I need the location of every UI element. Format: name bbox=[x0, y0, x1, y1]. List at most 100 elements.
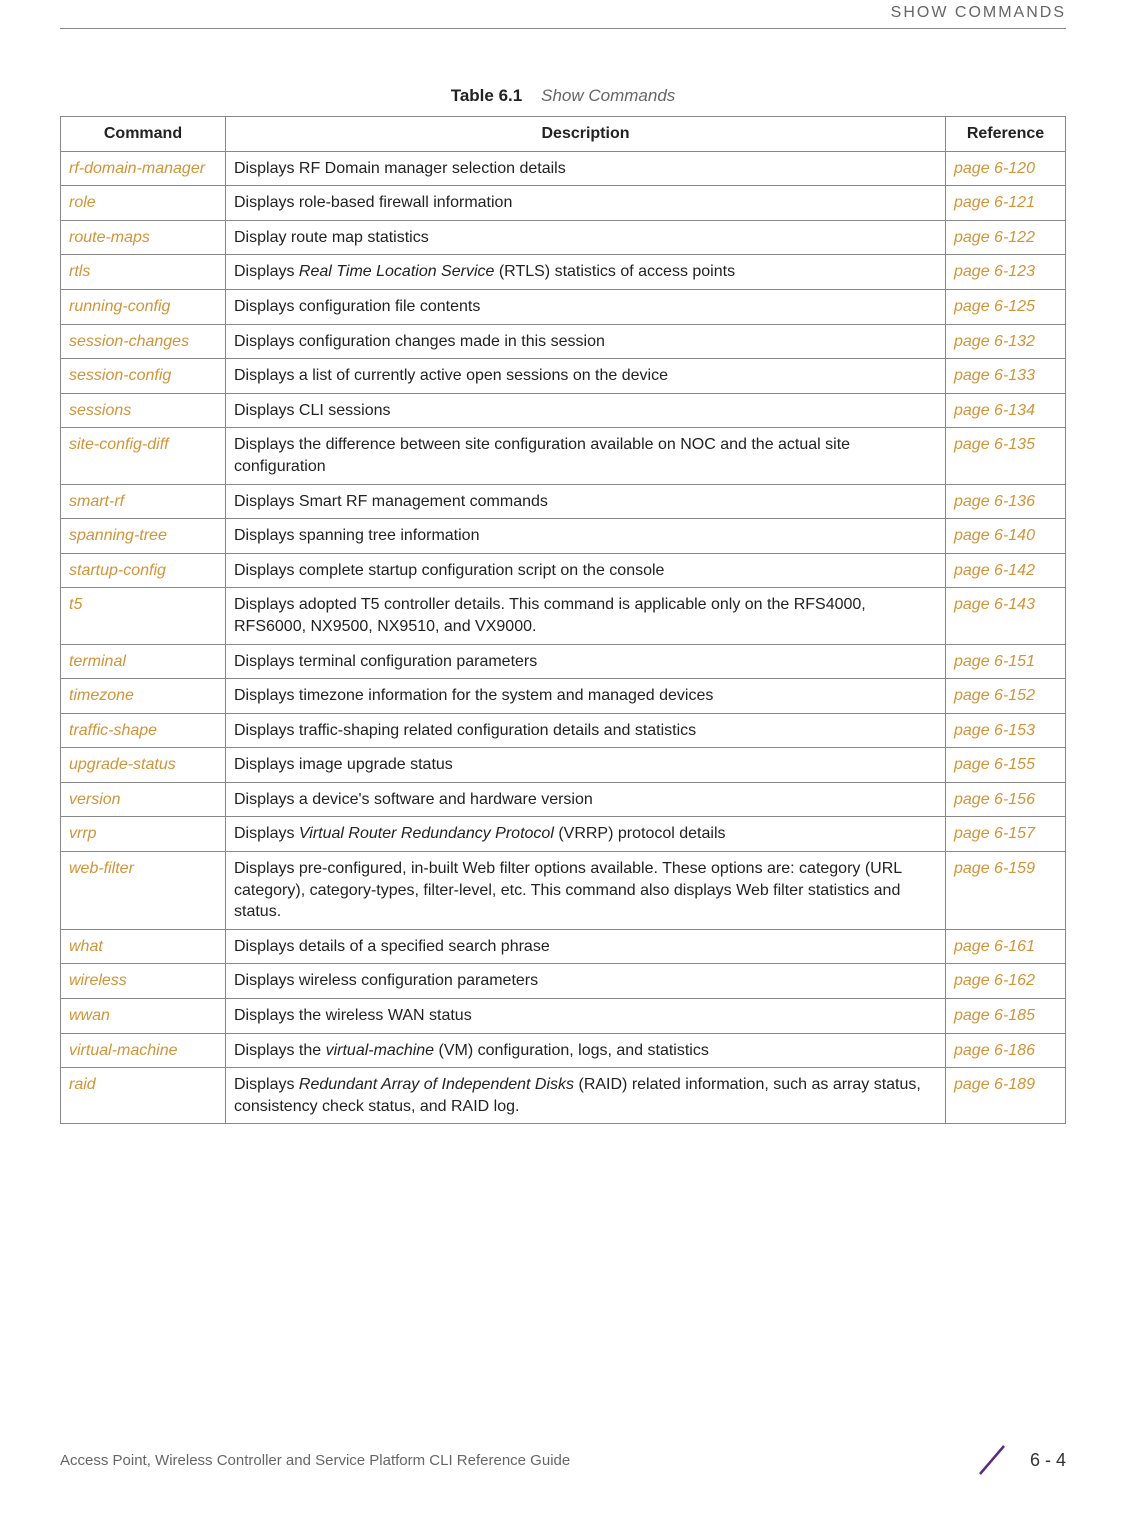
reference-cell[interactable]: page 6-162 bbox=[946, 964, 1066, 999]
table-row: startup-configDisplays complete startup … bbox=[61, 553, 1066, 588]
reference-cell[interactable]: page 6-143 bbox=[946, 588, 1066, 644]
page-footer: Access Point, Wireless Controller and Se… bbox=[60, 1440, 1066, 1480]
command-cell[interactable]: rf-domain-manager bbox=[61, 151, 226, 186]
command-cell[interactable]: smart-rf bbox=[61, 484, 226, 519]
table-row: sessionsDisplays CLI sessionspage 6-134 bbox=[61, 393, 1066, 428]
command-cell[interactable]: vrrp bbox=[61, 817, 226, 852]
reference-cell[interactable]: page 6-152 bbox=[946, 679, 1066, 714]
description-cell: Displays image upgrade status bbox=[226, 748, 946, 783]
reference-cell[interactable]: page 6-120 bbox=[946, 151, 1066, 186]
description-cell: Displays configuration changes made in t… bbox=[226, 324, 946, 359]
command-cell[interactable]: terminal bbox=[61, 644, 226, 679]
table-row: running-configDisplays configuration fil… bbox=[61, 289, 1066, 324]
command-cell[interactable]: startup-config bbox=[61, 553, 226, 588]
command-cell[interactable]: t5 bbox=[61, 588, 226, 644]
table-row: t5Displays adopted T5 controller details… bbox=[61, 588, 1066, 644]
command-cell[interactable]: wireless bbox=[61, 964, 226, 999]
command-cell[interactable]: sessions bbox=[61, 393, 226, 428]
table-row: terminalDisplays terminal configuration … bbox=[61, 644, 1066, 679]
table-row: route-mapsDisplay route map statisticspa… bbox=[61, 220, 1066, 255]
table-row: versionDisplays a device's software and … bbox=[61, 782, 1066, 817]
reference-cell[interactable]: page 6-155 bbox=[946, 748, 1066, 783]
reference-cell[interactable]: page 6-125 bbox=[946, 289, 1066, 324]
reference-cell[interactable]: page 6-134 bbox=[946, 393, 1066, 428]
reference-cell[interactable]: page 6-151 bbox=[946, 644, 1066, 679]
description-cell: Displays timezone information for the sy… bbox=[226, 679, 946, 714]
description-cell: Displays the difference between site con… bbox=[226, 428, 946, 484]
command-cell[interactable]: session-changes bbox=[61, 324, 226, 359]
command-cell[interactable]: rtls bbox=[61, 255, 226, 290]
table-row: virtual-machineDisplays the virtual-mach… bbox=[61, 1033, 1066, 1068]
header-rule bbox=[60, 28, 1066, 29]
table-row: smart-rfDisplays Smart RF management com… bbox=[61, 484, 1066, 519]
command-cell[interactable]: site-config-diff bbox=[61, 428, 226, 484]
table-row: wwanDisplays the wireless WAN statuspage… bbox=[61, 999, 1066, 1034]
description-cell: Displays Smart RF management commands bbox=[226, 484, 946, 519]
caption-prefix: Table 6.1 bbox=[451, 86, 523, 105]
description-cell: Displays traffic-shaping related configu… bbox=[226, 713, 946, 748]
reference-cell[interactable]: page 6-185 bbox=[946, 999, 1066, 1034]
description-cell: Displays details of a specified search p… bbox=[226, 929, 946, 964]
description-cell: Displays role-based firewall information bbox=[226, 186, 946, 221]
column-command: Command bbox=[61, 117, 226, 152]
table-row: roleDisplays role-based firewall informa… bbox=[61, 186, 1066, 221]
table-header-row: Command Description Reference bbox=[61, 117, 1066, 152]
description-cell: Displays wireless configuration paramete… bbox=[226, 964, 946, 999]
command-cell[interactable]: spanning-tree bbox=[61, 519, 226, 554]
reference-cell[interactable]: page 6-123 bbox=[946, 255, 1066, 290]
description-cell: Displays CLI sessions bbox=[226, 393, 946, 428]
command-cell[interactable]: session-config bbox=[61, 359, 226, 394]
reference-cell[interactable]: page 6-159 bbox=[946, 852, 1066, 930]
description-cell: Displays adopted T5 controller details. … bbox=[226, 588, 946, 644]
reference-cell[interactable]: page 6-157 bbox=[946, 817, 1066, 852]
description-cell: Displays terminal configuration paramete… bbox=[226, 644, 946, 679]
reference-cell[interactable]: page 6-121 bbox=[946, 186, 1066, 221]
reference-cell[interactable]: page 6-135 bbox=[946, 428, 1066, 484]
reference-cell[interactable]: page 6-186 bbox=[946, 1033, 1066, 1068]
footer-right: 6 - 4 bbox=[972, 1440, 1066, 1480]
command-cell[interactable]: role bbox=[61, 186, 226, 221]
command-cell[interactable]: virtual-machine bbox=[61, 1033, 226, 1068]
reference-cell[interactable]: page 6-189 bbox=[946, 1068, 1066, 1124]
reference-cell[interactable]: page 6-161 bbox=[946, 929, 1066, 964]
page-number: 6 - 4 bbox=[1030, 1450, 1066, 1471]
reference-cell[interactable]: page 6-136 bbox=[946, 484, 1066, 519]
reference-cell[interactable]: page 6-156 bbox=[946, 782, 1066, 817]
command-cell[interactable]: version bbox=[61, 782, 226, 817]
page: SHOW COMMANDS Table 6.1 Show Commands Co… bbox=[0, 0, 1126, 1516]
column-reference: Reference bbox=[946, 117, 1066, 152]
description-cell: Displays spanning tree information bbox=[226, 519, 946, 554]
reference-cell[interactable]: page 6-142 bbox=[946, 553, 1066, 588]
table-row: spanning-treeDisplays spanning tree info… bbox=[61, 519, 1066, 554]
reference-cell[interactable]: page 6-132 bbox=[946, 324, 1066, 359]
table-row: rf-domain-managerDisplays RF Domain mana… bbox=[61, 151, 1066, 186]
command-cell[interactable]: route-maps bbox=[61, 220, 226, 255]
command-cell[interactable]: web-filter bbox=[61, 852, 226, 930]
command-cell[interactable]: running-config bbox=[61, 289, 226, 324]
reference-cell[interactable]: page 6-140 bbox=[946, 519, 1066, 554]
command-cell[interactable]: raid bbox=[61, 1068, 226, 1124]
reference-cell[interactable]: page 6-122 bbox=[946, 220, 1066, 255]
table-row: whatDisplays details of a specified sear… bbox=[61, 929, 1066, 964]
table-row: vrrpDisplays Virtual Router Redundancy P… bbox=[61, 817, 1066, 852]
description-cell: Displays a list of currently active open… bbox=[226, 359, 946, 394]
description-cell: Displays the virtual-machine (VM) config… bbox=[226, 1033, 946, 1068]
command-cell[interactable]: traffic-shape bbox=[61, 713, 226, 748]
table-caption: Table 6.1 Show Commands bbox=[60, 86, 1066, 106]
table-row: traffic-shapeDisplays traffic-shaping re… bbox=[61, 713, 1066, 748]
command-cell[interactable]: wwan bbox=[61, 999, 226, 1034]
command-cell[interactable]: what bbox=[61, 929, 226, 964]
section-label: SHOW COMMANDS bbox=[60, 0, 1066, 22]
table-row: raidDisplays Redundant Array of Independ… bbox=[61, 1068, 1066, 1124]
description-cell: Displays the wireless WAN status bbox=[226, 999, 946, 1034]
command-cell[interactable]: timezone bbox=[61, 679, 226, 714]
table-row: wirelessDisplays wireless configuration … bbox=[61, 964, 1066, 999]
guide-title: Access Point, Wireless Controller and Se… bbox=[60, 1452, 570, 1469]
reference-cell[interactable]: page 6-153 bbox=[946, 713, 1066, 748]
description-cell: Displays complete startup configuration … bbox=[226, 553, 946, 588]
command-cell[interactable]: upgrade-status bbox=[61, 748, 226, 783]
reference-cell[interactable]: page 6-133 bbox=[946, 359, 1066, 394]
page-header: SHOW COMMANDS bbox=[60, 0, 1066, 29]
description-cell: Displays pre-configured, in-built Web fi… bbox=[226, 852, 946, 930]
description-cell: Displays a device's software and hardwar… bbox=[226, 782, 946, 817]
